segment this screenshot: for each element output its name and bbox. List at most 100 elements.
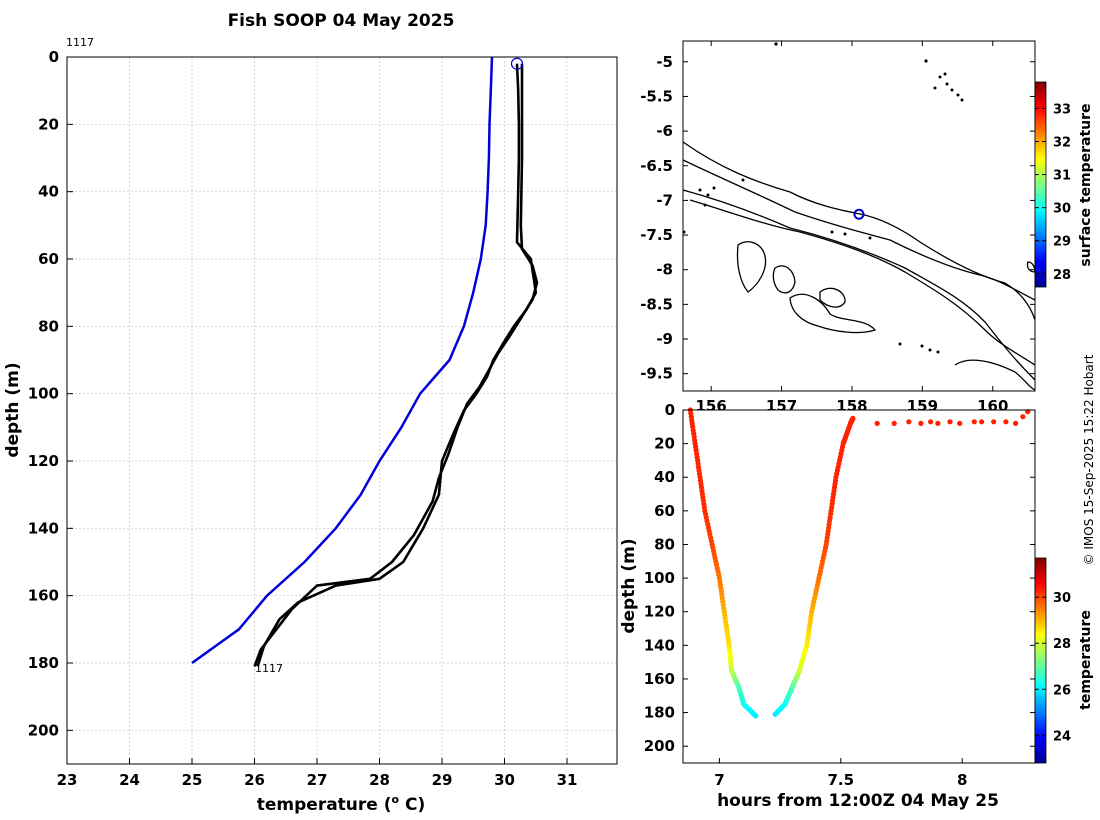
- profile-start-marker: [510, 57, 524, 70]
- coastline-contours: [682, 141, 1036, 391]
- map-ytick-label: -6: [656, 122, 673, 140]
- profile-xlabel-sup: o: [392, 793, 400, 806]
- profile-ytick-label: 40: [38, 183, 59, 201]
- track-ytick-label: 180: [644, 704, 675, 722]
- island-dot: [956, 93, 960, 97]
- track-ytick-label: 140: [644, 636, 675, 654]
- chart-title: Fish SOOP 04 May 2025: [228, 11, 455, 31]
- profile-bottom-id: 1117: [255, 662, 283, 675]
- profile-xlabel-tail: C): [399, 795, 425, 815]
- track-ylabel: depth (m): [619, 538, 639, 633]
- coastline-outer-north: [682, 141, 1036, 321]
- profile-plot-area: [67, 57, 617, 764]
- profile-ytick-label: 140: [28, 519, 59, 537]
- map-ytick-label: -6.5: [640, 157, 673, 175]
- map-colorbar-tick-label: 28: [1053, 268, 1071, 283]
- profile-xtick-label: 26: [244, 771, 265, 789]
- track-ytick-label: 120: [644, 603, 675, 621]
- track-surface-point: [947, 419, 953, 425]
- map-ytick-label: -5: [656, 53, 673, 71]
- island-dot: [920, 344, 924, 348]
- island-dot: [943, 72, 947, 76]
- profile-xtick-label: 24: [119, 771, 140, 789]
- island-dot: [945, 82, 949, 86]
- map-colorbar-tick-label: 29: [1053, 235, 1071, 250]
- profile-xtick-label: 28: [369, 771, 390, 789]
- map-ytick-label: -8.5: [640, 295, 673, 313]
- map-ytick-label: -9.5: [640, 365, 673, 383]
- island-dot: [960, 98, 964, 102]
- island-dot: [950, 88, 954, 92]
- track-xtick-label: 8: [957, 771, 967, 789]
- profile-ytick-label: 20: [38, 115, 59, 133]
- track-surface-point: [891, 420, 897, 426]
- track-ytick-label: 100: [644, 569, 675, 587]
- island-south-east: [954, 359, 1036, 391]
- profile-xlabel-main: temperature (: [257, 795, 392, 815]
- small-islands: [682, 42, 964, 354]
- profile-ticks: 23 24 25 26 27 28 29 30 31 0 20 40 60 80 100 120 140 160 1…: [28, 48, 578, 789]
- track-ytick-label: 200: [644, 737, 675, 755]
- map-ytick-label: -7: [656, 191, 673, 209]
- profile-series-down-cast: [256, 63, 538, 667]
- track-ascent-point: [850, 415, 856, 421]
- track-surface-point: [971, 419, 977, 425]
- contour-inner-north: [682, 159, 1036, 301]
- track-ytick-label: 40: [654, 468, 675, 486]
- island-dot: [741, 178, 745, 182]
- profile-series-up-cast: [253, 63, 539, 667]
- track-panel: 0 20 40 60 80 100 120 140 160 180 200 7 7.5 8 hours f…: [619, 401, 1094, 811]
- track-surface-point: [906, 419, 912, 425]
- track-ytick-label: 20: [654, 435, 675, 453]
- profile-ytick-label: 180: [28, 654, 59, 672]
- profile-series: [191, 56, 539, 667]
- island-dot: [898, 342, 902, 346]
- island-south-1: [772, 265, 796, 294]
- island-dot: [938, 75, 942, 79]
- track-xtick-label: 7.5: [828, 771, 855, 789]
- map-ytick-label: -5.5: [640, 87, 673, 105]
- track-ytick-label: 60: [654, 502, 675, 520]
- map-ytick-label: -9: [656, 330, 673, 348]
- profile-ytick-label: 80: [38, 317, 59, 335]
- profile-xtick-label: 30: [494, 771, 515, 789]
- map-ytick-label: -7.5: [640, 226, 673, 244]
- map-colorbar-tick-label: 30: [1053, 202, 1071, 217]
- track-xtick-label: 7: [714, 771, 724, 789]
- island-dot: [706, 193, 710, 197]
- track-surface-point: [1020, 414, 1026, 420]
- track-surface-point: [935, 420, 941, 426]
- map-location-marker: [853, 208, 865, 220]
- track-surface-point: [874, 420, 880, 426]
- track-colorbar-tick-label: 26: [1053, 683, 1071, 698]
- island-group-south: [736, 241, 767, 293]
- profile-series-climatology: [191, 56, 494, 665]
- track-points: [687, 407, 1031, 719]
- track-descent-point: [753, 713, 759, 719]
- island-dot: [830, 230, 834, 234]
- profile-top-id: 1117: [66, 36, 94, 49]
- profile-xtick-label: 23: [57, 771, 78, 789]
- map-colorbar-tick-label: 33: [1053, 102, 1071, 117]
- profile-xtick-label: 27: [307, 771, 328, 789]
- island-dot: [924, 59, 928, 63]
- contour-inner-south: [689, 199, 1036, 366]
- map-ytick-label: -8: [656, 261, 673, 279]
- island-south-3: [819, 287, 846, 308]
- island-dot: [843, 232, 847, 236]
- credit-text: © IMOS 15-Sep-2025 15:22 Hobart: [1082, 354, 1096, 565]
- track-surface-point: [979, 419, 985, 425]
- map-colorbar: [1034, 81, 1047, 288]
- track-surface-point: [991, 419, 997, 425]
- profile-ytick-label: 200: [28, 721, 59, 739]
- profile-xtick-label: 29: [432, 771, 453, 789]
- profile-ytick-label: 160: [28, 587, 59, 605]
- island-dot: [868, 236, 872, 240]
- profile-ytick-label: 120: [28, 452, 59, 470]
- track-colorbar-ticks: 24 26 28 30: [1035, 591, 1071, 744]
- profile-xtick-label: 31: [557, 771, 578, 789]
- track-ytick-label: 160: [644, 670, 675, 688]
- track-colorbar-tick-label: 24: [1053, 729, 1071, 744]
